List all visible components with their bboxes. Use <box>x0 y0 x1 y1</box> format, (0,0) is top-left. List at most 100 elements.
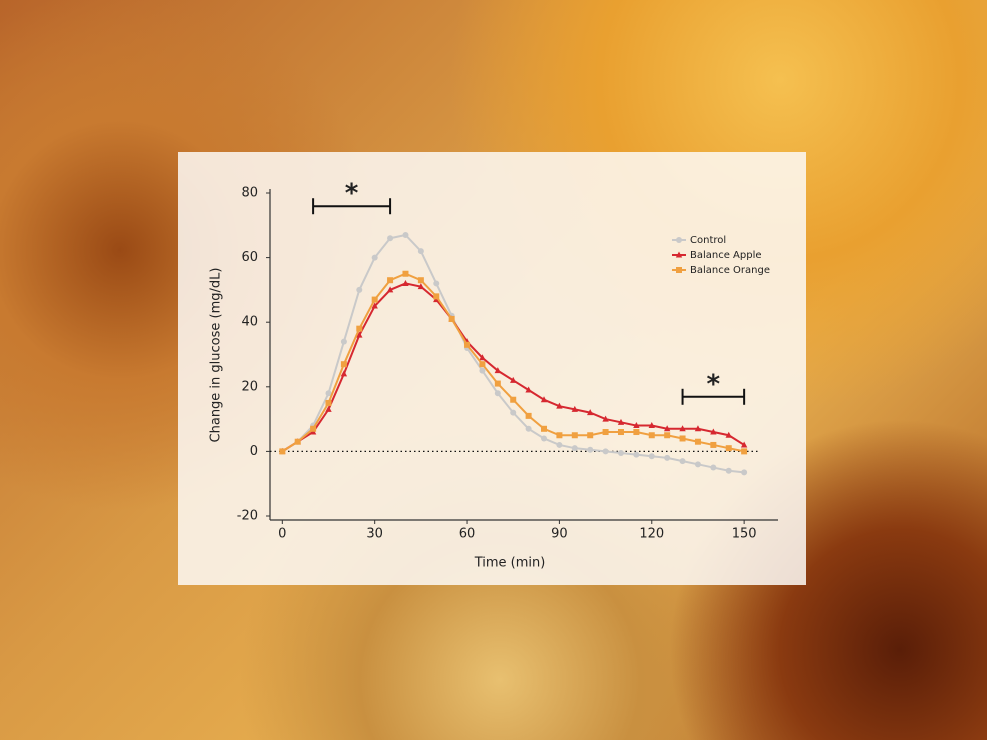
marker <box>402 279 409 286</box>
marker <box>710 441 717 448</box>
marker <box>340 370 348 377</box>
x-tick-label: 120 <box>639 527 664 542</box>
marker <box>402 231 409 238</box>
marker <box>510 376 517 383</box>
marker <box>633 451 640 458</box>
marker <box>556 402 563 409</box>
marker <box>417 277 424 284</box>
marker <box>617 418 625 425</box>
marker <box>648 432 655 439</box>
marker <box>571 405 578 412</box>
marker <box>356 325 363 332</box>
marker <box>648 453 655 460</box>
marker <box>464 341 471 348</box>
marker <box>587 432 594 439</box>
marker <box>371 254 378 261</box>
marker <box>310 425 317 432</box>
marker <box>387 277 394 284</box>
marker <box>479 361 486 368</box>
legend-label: Control <box>690 235 726 246</box>
marker <box>448 315 455 322</box>
y-tick-label: 0 <box>250 444 258 459</box>
marker <box>433 280 440 287</box>
y-tick-label: 60 <box>241 250 258 265</box>
marker <box>617 429 624 436</box>
marker <box>586 409 594 416</box>
marker <box>371 296 378 303</box>
marker <box>725 431 732 438</box>
legend-label: Balance Apple <box>690 250 762 261</box>
marker <box>541 435 548 442</box>
y-tick-label: 20 <box>241 379 258 394</box>
marker <box>540 396 548 403</box>
marker <box>725 467 732 474</box>
marker <box>571 445 578 452</box>
marker <box>679 425 686 432</box>
x-tick-label: 150 <box>732 527 757 542</box>
marker <box>525 386 532 393</box>
marker <box>340 361 347 368</box>
marker <box>479 367 486 374</box>
marker <box>402 270 409 277</box>
marker <box>525 412 532 419</box>
marker <box>510 396 517 403</box>
marker <box>633 422 640 429</box>
marker <box>325 405 332 412</box>
marker <box>587 446 594 453</box>
marker <box>633 429 640 436</box>
marker <box>525 425 532 432</box>
marker <box>571 432 578 439</box>
marker <box>387 235 394 242</box>
y-axis-label: Change in glucose (mg/dL) <box>209 268 224 443</box>
marker <box>694 425 702 432</box>
legend-label: Balance Orange <box>690 265 770 276</box>
marker <box>494 390 501 397</box>
marker <box>340 338 347 345</box>
marker <box>541 425 548 432</box>
marker <box>386 286 394 293</box>
marker <box>725 445 732 452</box>
chart-panel <box>178 152 806 585</box>
marker <box>676 267 682 273</box>
marker <box>648 422 655 429</box>
marker <box>679 435 686 442</box>
x-axis-label: Time (min) <box>474 556 546 571</box>
x-tick-label: 60 <box>459 527 476 542</box>
marker <box>710 464 717 471</box>
marker <box>433 293 440 300</box>
marker <box>679 458 686 465</box>
marker <box>371 302 378 309</box>
marker <box>356 331 363 338</box>
marker <box>417 248 424 255</box>
marker <box>676 237 682 243</box>
marker <box>556 441 563 448</box>
marker <box>694 461 701 468</box>
x-tick-label: 0 <box>278 527 286 542</box>
y-tick-label: -20 <box>237 509 258 524</box>
marker <box>479 354 486 361</box>
marker <box>602 429 609 436</box>
marker <box>663 425 671 432</box>
marker <box>417 283 425 290</box>
marker <box>279 448 286 455</box>
marker <box>556 432 563 439</box>
marker <box>694 438 701 445</box>
marker <box>494 367 502 374</box>
x-tick-label: 30 <box>366 527 383 542</box>
marker <box>664 454 671 461</box>
marker <box>494 380 501 387</box>
x-tick-label: 90 <box>551 527 568 542</box>
marker <box>356 286 363 293</box>
significance-label: * <box>707 369 721 399</box>
marker <box>675 251 683 258</box>
significance-label: * <box>345 179 359 209</box>
marker <box>510 409 517 416</box>
marker <box>741 469 748 476</box>
marker <box>741 448 748 455</box>
marker <box>740 441 748 448</box>
marker <box>710 428 717 435</box>
marker <box>325 399 332 406</box>
marker <box>664 432 671 439</box>
